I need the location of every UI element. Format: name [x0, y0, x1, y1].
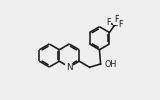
Text: F: F	[114, 15, 118, 24]
Text: OH: OH	[105, 60, 117, 69]
Text: N: N	[66, 63, 72, 72]
Text: F: F	[106, 18, 111, 27]
Text: F: F	[118, 20, 122, 29]
